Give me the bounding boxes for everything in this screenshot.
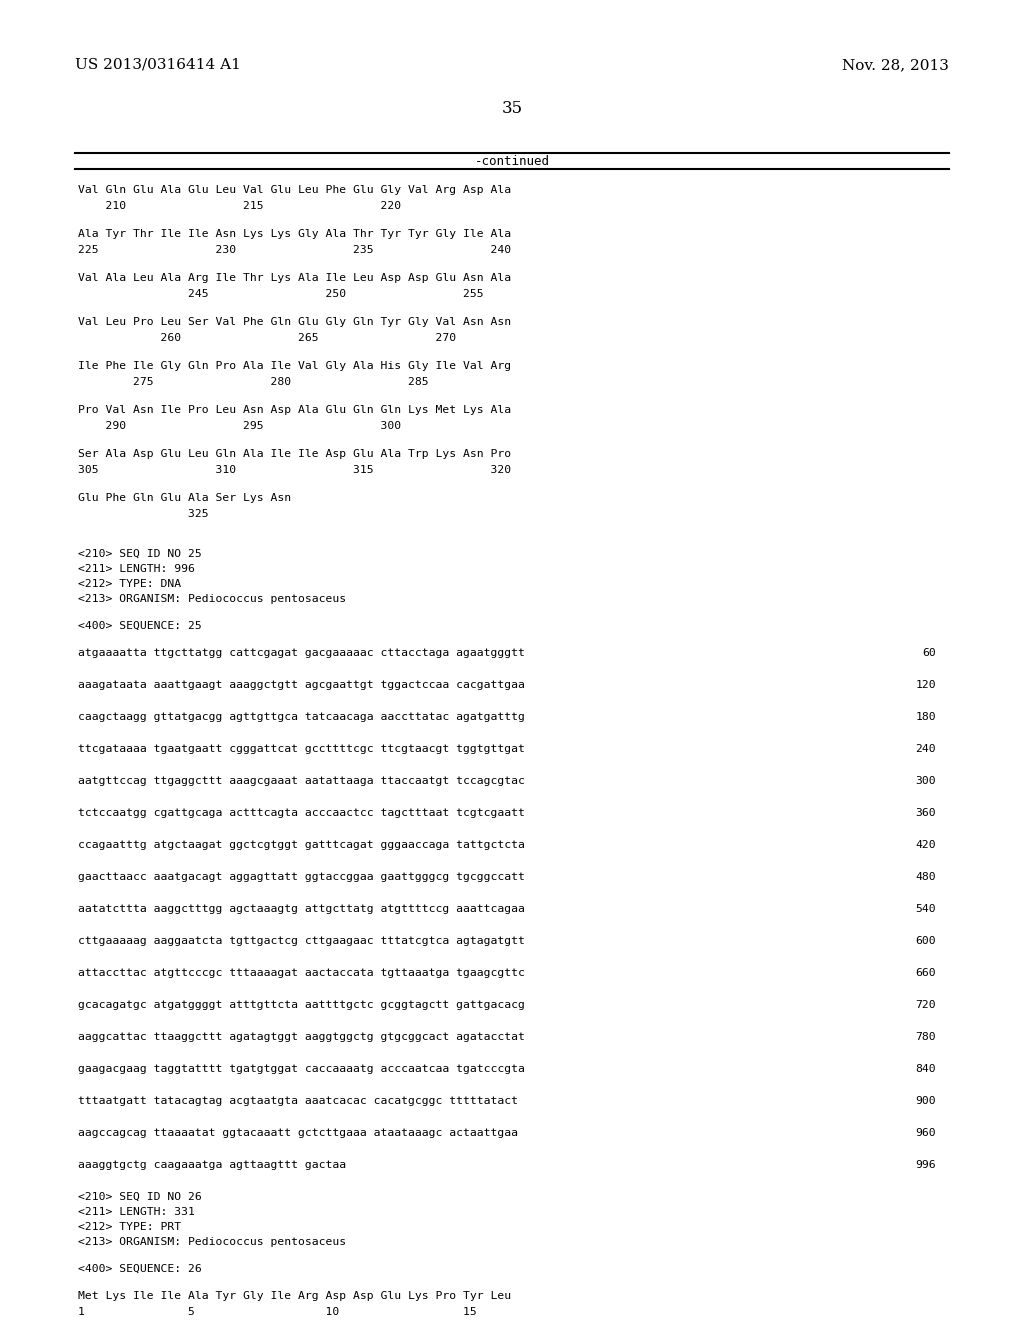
Text: 240: 240 <box>915 744 936 754</box>
Text: 260                 265                 270: 260 265 270 <box>78 333 456 343</box>
Text: 540: 540 <box>915 904 936 913</box>
Text: gaagacgaag taggtatttt tgatgtggat caccaaaatg acccaatcaa tgatcccgta: gaagacgaag taggtatttt tgatgtggat caccaaa… <box>78 1064 525 1074</box>
Text: Val Ala Leu Ala Arg Ile Thr Lys Ala Ile Leu Asp Asp Glu Asn Ala: Val Ala Leu Ala Arg Ile Thr Lys Ala Ile … <box>78 273 511 282</box>
Text: 325: 325 <box>78 510 209 519</box>
Text: 720: 720 <box>915 1001 936 1010</box>
Text: <213> ORGANISM: Pediococcus pentosaceus: <213> ORGANISM: Pediococcus pentosaceus <box>78 1237 346 1247</box>
Text: Glu Phe Gln Glu Ala Ser Lys Asn: Glu Phe Gln Glu Ala Ser Lys Asn <box>78 492 291 503</box>
Text: 420: 420 <box>915 840 936 850</box>
Text: 305                 310                 315                 320: 305 310 315 320 <box>78 465 511 475</box>
Text: <211> LENGTH: 331: <211> LENGTH: 331 <box>78 1206 195 1217</box>
Text: 35: 35 <box>502 100 522 117</box>
Text: caagctaagg gttatgacgg agttgttgca tatcaacaga aaccttatac agatgatttg: caagctaagg gttatgacgg agttgttgca tatcaac… <box>78 711 525 722</box>
Text: cttgaaaaag aaggaatcta tgttgactcg cttgaagaac tttatcgtca agtagatgtt: cttgaaaaag aaggaatcta tgttgactcg cttgaag… <box>78 936 525 946</box>
Text: Nov. 28, 2013: Nov. 28, 2013 <box>842 58 949 73</box>
Text: 1               5                   10                  15: 1 5 10 15 <box>78 1307 477 1317</box>
Text: 660: 660 <box>915 968 936 978</box>
Text: Pro Val Asn Ile Pro Leu Asn Asp Ala Glu Gln Gln Lys Met Lys Ala: Pro Val Asn Ile Pro Leu Asn Asp Ala Glu … <box>78 405 511 414</box>
Text: ttcgataaaa tgaatgaatt cgggattcat gccttttcgc ttcgtaacgt tggtgttgat: ttcgataaaa tgaatgaatt cgggattcat gcctttt… <box>78 744 525 754</box>
Text: -continued: -continued <box>474 154 550 168</box>
Text: Val Leu Pro Leu Ser Val Phe Gln Glu Gly Gln Tyr Gly Val Asn Asn: Val Leu Pro Leu Ser Val Phe Gln Glu Gly … <box>78 317 511 327</box>
Text: Val Gln Glu Ala Glu Leu Val Glu Leu Phe Glu Gly Val Arg Asp Ala: Val Gln Glu Ala Glu Leu Val Glu Leu Phe … <box>78 185 511 195</box>
Text: 360: 360 <box>915 808 936 818</box>
Text: Ser Ala Asp Glu Leu Gln Ala Ile Ile Asp Glu Ala Trp Lys Asn Pro: Ser Ala Asp Glu Leu Gln Ala Ile Ile Asp … <box>78 449 511 459</box>
Text: <212> TYPE: PRT: <212> TYPE: PRT <box>78 1222 181 1232</box>
Text: 245                 250                 255: 245 250 255 <box>78 289 483 300</box>
Text: Met Lys Ile Ile Ala Tyr Gly Ile Arg Asp Asp Glu Lys Pro Tyr Leu: Met Lys Ile Ile Ala Tyr Gly Ile Arg Asp … <box>78 1291 511 1302</box>
Text: gaacttaacc aaatgacagt aggagttatt ggtaccggaa gaattgggcg tgcggccatt: gaacttaacc aaatgacagt aggagttatt ggtaccg… <box>78 873 525 882</box>
Text: <400> SEQUENCE: 26: <400> SEQUENCE: 26 <box>78 1265 202 1274</box>
Text: 840: 840 <box>915 1064 936 1074</box>
Text: <400> SEQUENCE: 25: <400> SEQUENCE: 25 <box>78 620 202 631</box>
Text: tctccaatgg cgattgcaga actttcagta acccaactcc tagctttaat tcgtcgaatt: tctccaatgg cgattgcaga actttcagta acccaac… <box>78 808 525 818</box>
Text: <211> LENGTH: 996: <211> LENGTH: 996 <box>78 564 195 574</box>
Text: tttaatgatt tatacagtag acgtaatgta aaatcacac cacatgcggc tttttatact: tttaatgatt tatacagtag acgtaatgta aaatcac… <box>78 1096 518 1106</box>
Text: aatgttccag ttgaggcttt aaagcgaaat aatattaaga ttaccaatgt tccagcgtac: aatgttccag ttgaggcttt aaagcgaaat aatatta… <box>78 776 525 785</box>
Text: <212> TYPE: DNA: <212> TYPE: DNA <box>78 579 181 589</box>
Text: 960: 960 <box>915 1129 936 1138</box>
Text: <210> SEQ ID NO 26: <210> SEQ ID NO 26 <box>78 1192 202 1203</box>
Text: 300: 300 <box>915 776 936 785</box>
Text: ccagaatttg atgctaagat ggctcgtggt gatttcagat gggaaccaga tattgctcta: ccagaatttg atgctaagat ggctcgtggt gatttca… <box>78 840 525 850</box>
Text: 780: 780 <box>915 1032 936 1041</box>
Text: 900: 900 <box>915 1096 936 1106</box>
Text: <213> ORGANISM: Pediococcus pentosaceus: <213> ORGANISM: Pediococcus pentosaceus <box>78 594 346 605</box>
Text: 290                 295                 300: 290 295 300 <box>78 421 401 432</box>
Text: 600: 600 <box>915 936 936 946</box>
Text: aagccagcag ttaaaatat ggtacaaatt gctcttgaaa ataataaagc actaattgaa: aagccagcag ttaaaatat ggtacaaatt gctcttga… <box>78 1129 518 1138</box>
Text: 60: 60 <box>923 648 936 657</box>
Text: 225                 230                 235                 240: 225 230 235 240 <box>78 246 511 255</box>
Text: aaagataata aaattgaagt aaaggctgtt agcgaattgt tggactccaa cacgattgaa: aaagataata aaattgaagt aaaggctgtt agcgaat… <box>78 680 525 690</box>
Text: US 2013/0316414 A1: US 2013/0316414 A1 <box>75 58 241 73</box>
Text: atgaaaatta ttgcttatgg cattcgagat gacgaaaaac cttacctaga agaatgggtt: atgaaaatta ttgcttatgg cattcgagat gacgaaa… <box>78 648 525 657</box>
Text: Ala Tyr Thr Ile Ile Asn Lys Lys Gly Ala Thr Tyr Tyr Gly Ile Ala: Ala Tyr Thr Ile Ile Asn Lys Lys Gly Ala … <box>78 228 511 239</box>
Text: 996: 996 <box>915 1160 936 1170</box>
Text: Ile Phe Ile Gly Gln Pro Ala Ile Val Gly Ala His Gly Ile Val Arg: Ile Phe Ile Gly Gln Pro Ala Ile Val Gly … <box>78 360 511 371</box>
Text: gcacagatgc atgatggggt atttgttcta aattttgctc gcggtagctt gattgacacg: gcacagatgc atgatggggt atttgttcta aattttg… <box>78 1001 525 1010</box>
Text: 275                 280                 285: 275 280 285 <box>78 378 429 387</box>
Text: attaccttac atgttcccgc tttaaaagat aactaccata tgttaaatga tgaagcgttc: attaccttac atgttcccgc tttaaaagat aactacc… <box>78 968 525 978</box>
Text: 210                 215                 220: 210 215 220 <box>78 201 401 211</box>
Text: <210> SEQ ID NO 25: <210> SEQ ID NO 25 <box>78 549 202 558</box>
Text: 180: 180 <box>915 711 936 722</box>
Text: aaaggtgctg caagaaatga agttaagttt gactaa: aaaggtgctg caagaaatga agttaagttt gactaa <box>78 1160 346 1170</box>
Text: 480: 480 <box>915 873 936 882</box>
Text: aaggcattac ttaaggcttt agatagtggt aaggtggctg gtgcggcact agatacctat: aaggcattac ttaaggcttt agatagtggt aaggtgg… <box>78 1032 525 1041</box>
Text: aatatcttta aaggctttgg agctaaagtg attgcttatg atgttttccg aaattcagaa: aatatcttta aaggctttgg agctaaagtg attgctt… <box>78 904 525 913</box>
Text: 120: 120 <box>915 680 936 690</box>
